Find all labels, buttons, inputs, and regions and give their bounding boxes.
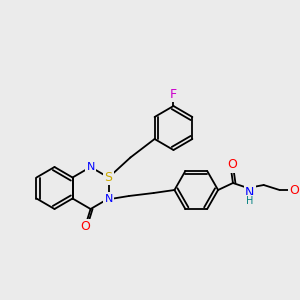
- Text: F: F: [170, 88, 177, 100]
- Text: H: H: [246, 196, 253, 206]
- Text: O: O: [290, 184, 299, 196]
- Text: N: N: [86, 162, 95, 172]
- Text: N: N: [104, 194, 113, 203]
- Text: O: O: [81, 220, 91, 233]
- Text: S: S: [105, 171, 112, 184]
- Text: O: O: [227, 158, 237, 172]
- Text: N: N: [245, 187, 254, 200]
